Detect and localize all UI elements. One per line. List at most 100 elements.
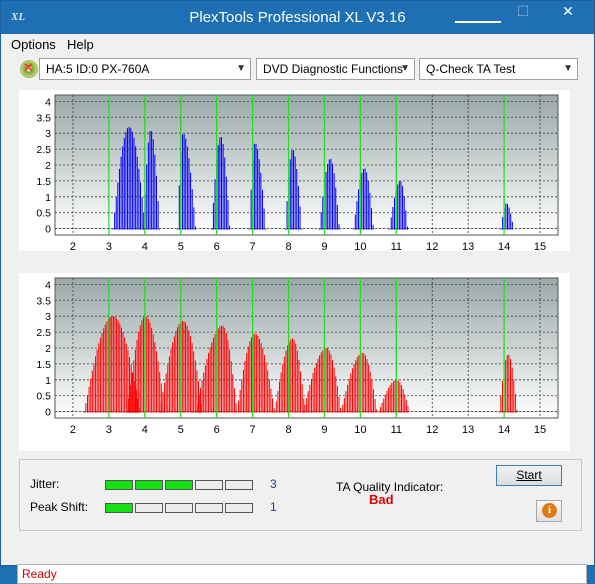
ta-quality-value: Bad xyxy=(369,492,394,507)
histogram-bar xyxy=(301,228,303,230)
meter-segment xyxy=(105,503,133,513)
y-tick-label: 4 xyxy=(45,279,51,291)
histogram-bar xyxy=(249,228,251,230)
histogram-bar xyxy=(225,176,227,230)
histogram-bar xyxy=(152,334,154,413)
histogram-bar xyxy=(361,172,363,230)
histogram-bar xyxy=(196,370,198,413)
histogram-bar xyxy=(255,334,257,413)
x-tick-label: 7 xyxy=(250,241,256,251)
histogram-bar xyxy=(176,327,178,413)
histogram-bar xyxy=(325,348,327,413)
histogram-bar xyxy=(212,202,214,230)
histogram-bar xyxy=(397,184,399,230)
y-tick-label: 2.5 xyxy=(36,144,51,156)
histogram-bar xyxy=(404,394,406,413)
histogram-bar xyxy=(400,385,403,413)
histogram-bar xyxy=(274,411,276,413)
x-tick-label: 5 xyxy=(178,241,184,251)
title-bar[interactable]: XL PlexTools Professional XL V3.16 ☐ ✕ xyxy=(1,1,594,34)
histogram-bar xyxy=(224,157,226,230)
histogram-bar xyxy=(193,207,195,230)
histogram-bar xyxy=(172,342,174,413)
histogram-bar xyxy=(124,337,126,413)
drive-disc-icon[interactable] xyxy=(20,60,38,78)
histogram-bar xyxy=(262,348,264,413)
histogram-bar xyxy=(368,364,370,413)
histogram-bar xyxy=(170,349,172,413)
histogram-bar xyxy=(247,346,249,413)
histogram-bar xyxy=(362,168,364,230)
histogram-bar xyxy=(500,395,502,413)
histogram-bar xyxy=(139,325,141,413)
histogram-bar xyxy=(249,341,251,413)
histogram-bar xyxy=(199,387,201,413)
histogram-bar xyxy=(194,226,196,230)
histogram-bar xyxy=(117,320,119,413)
histogram-bar xyxy=(310,378,313,413)
minimize-button[interactable] xyxy=(455,1,501,23)
histogram-bar xyxy=(257,335,259,413)
histogram-bar xyxy=(191,189,193,230)
y-tick-label: 1 xyxy=(45,192,51,204)
histogram-bar xyxy=(128,398,130,413)
histogram-peak xyxy=(83,316,140,413)
histogram-bar xyxy=(116,318,118,413)
histogram-bar xyxy=(111,316,113,413)
start-button[interactable]: Start xyxy=(496,465,562,486)
histogram-bar xyxy=(141,197,143,230)
histogram-bar xyxy=(309,384,311,413)
histogram-bar xyxy=(270,388,272,413)
histogram-bar xyxy=(265,228,267,230)
histogram-bar xyxy=(136,340,138,413)
histogram-bar xyxy=(366,172,368,230)
close-button[interactable]: ✕ xyxy=(562,3,574,19)
histogram-bar xyxy=(261,189,263,230)
histogram-bar xyxy=(227,200,229,230)
histogram-bar xyxy=(356,201,358,230)
histogram-bar xyxy=(154,154,156,230)
histogram-bar xyxy=(160,383,162,413)
x-tick-label: 12 xyxy=(426,424,438,436)
histogram-bar xyxy=(398,181,400,230)
histogram-bar xyxy=(164,382,166,413)
histogram-bar xyxy=(103,328,105,413)
histogram-bar xyxy=(336,386,338,413)
histogram-bar xyxy=(204,365,206,413)
histogram-bar xyxy=(214,179,216,230)
test-select[interactable]: Q-Check TA Test ▼ xyxy=(419,58,578,80)
histogram-bar xyxy=(141,320,143,413)
histogram-bar xyxy=(122,332,124,413)
drive-select[interactable]: HA:5 ID:0 PX-760A ▼ xyxy=(39,58,251,80)
histogram-bar xyxy=(157,201,159,230)
histogram-bar xyxy=(112,228,114,230)
histogram-bar xyxy=(196,403,198,413)
histogram-bar xyxy=(355,360,357,413)
histogram-bar xyxy=(214,333,216,413)
menu-help[interactable]: Help xyxy=(67,37,94,52)
maximize-button[interactable]: ☐ xyxy=(516,3,530,19)
histogram-bar xyxy=(85,403,87,413)
histogram-bar xyxy=(232,374,234,413)
histogram-bar xyxy=(137,398,139,413)
histogram-bar xyxy=(322,196,324,230)
x-tick-label: 5 xyxy=(178,424,184,436)
histogram-bar xyxy=(342,404,344,413)
histogram-bar xyxy=(384,394,386,413)
histogram-bar xyxy=(134,349,136,413)
histogram-bar xyxy=(120,327,122,413)
histogram-bar xyxy=(123,137,125,230)
histogram-bar xyxy=(307,391,309,413)
x-tick-label: 8 xyxy=(285,241,291,251)
histogram-bar xyxy=(203,372,205,413)
histogram-bar xyxy=(241,379,243,413)
menu-options[interactable]: Options xyxy=(11,37,56,52)
histogram-bar xyxy=(353,228,355,230)
function-select[interactable]: DVD Diagnostic Functions ▼ xyxy=(256,58,415,80)
histogram-bar xyxy=(320,352,322,413)
info-button[interactable]: i xyxy=(536,500,562,522)
x-tick-label: 10 xyxy=(354,241,366,251)
meter-segment xyxy=(105,480,133,490)
histogram-bar xyxy=(280,372,282,413)
histogram-bar xyxy=(93,363,95,413)
